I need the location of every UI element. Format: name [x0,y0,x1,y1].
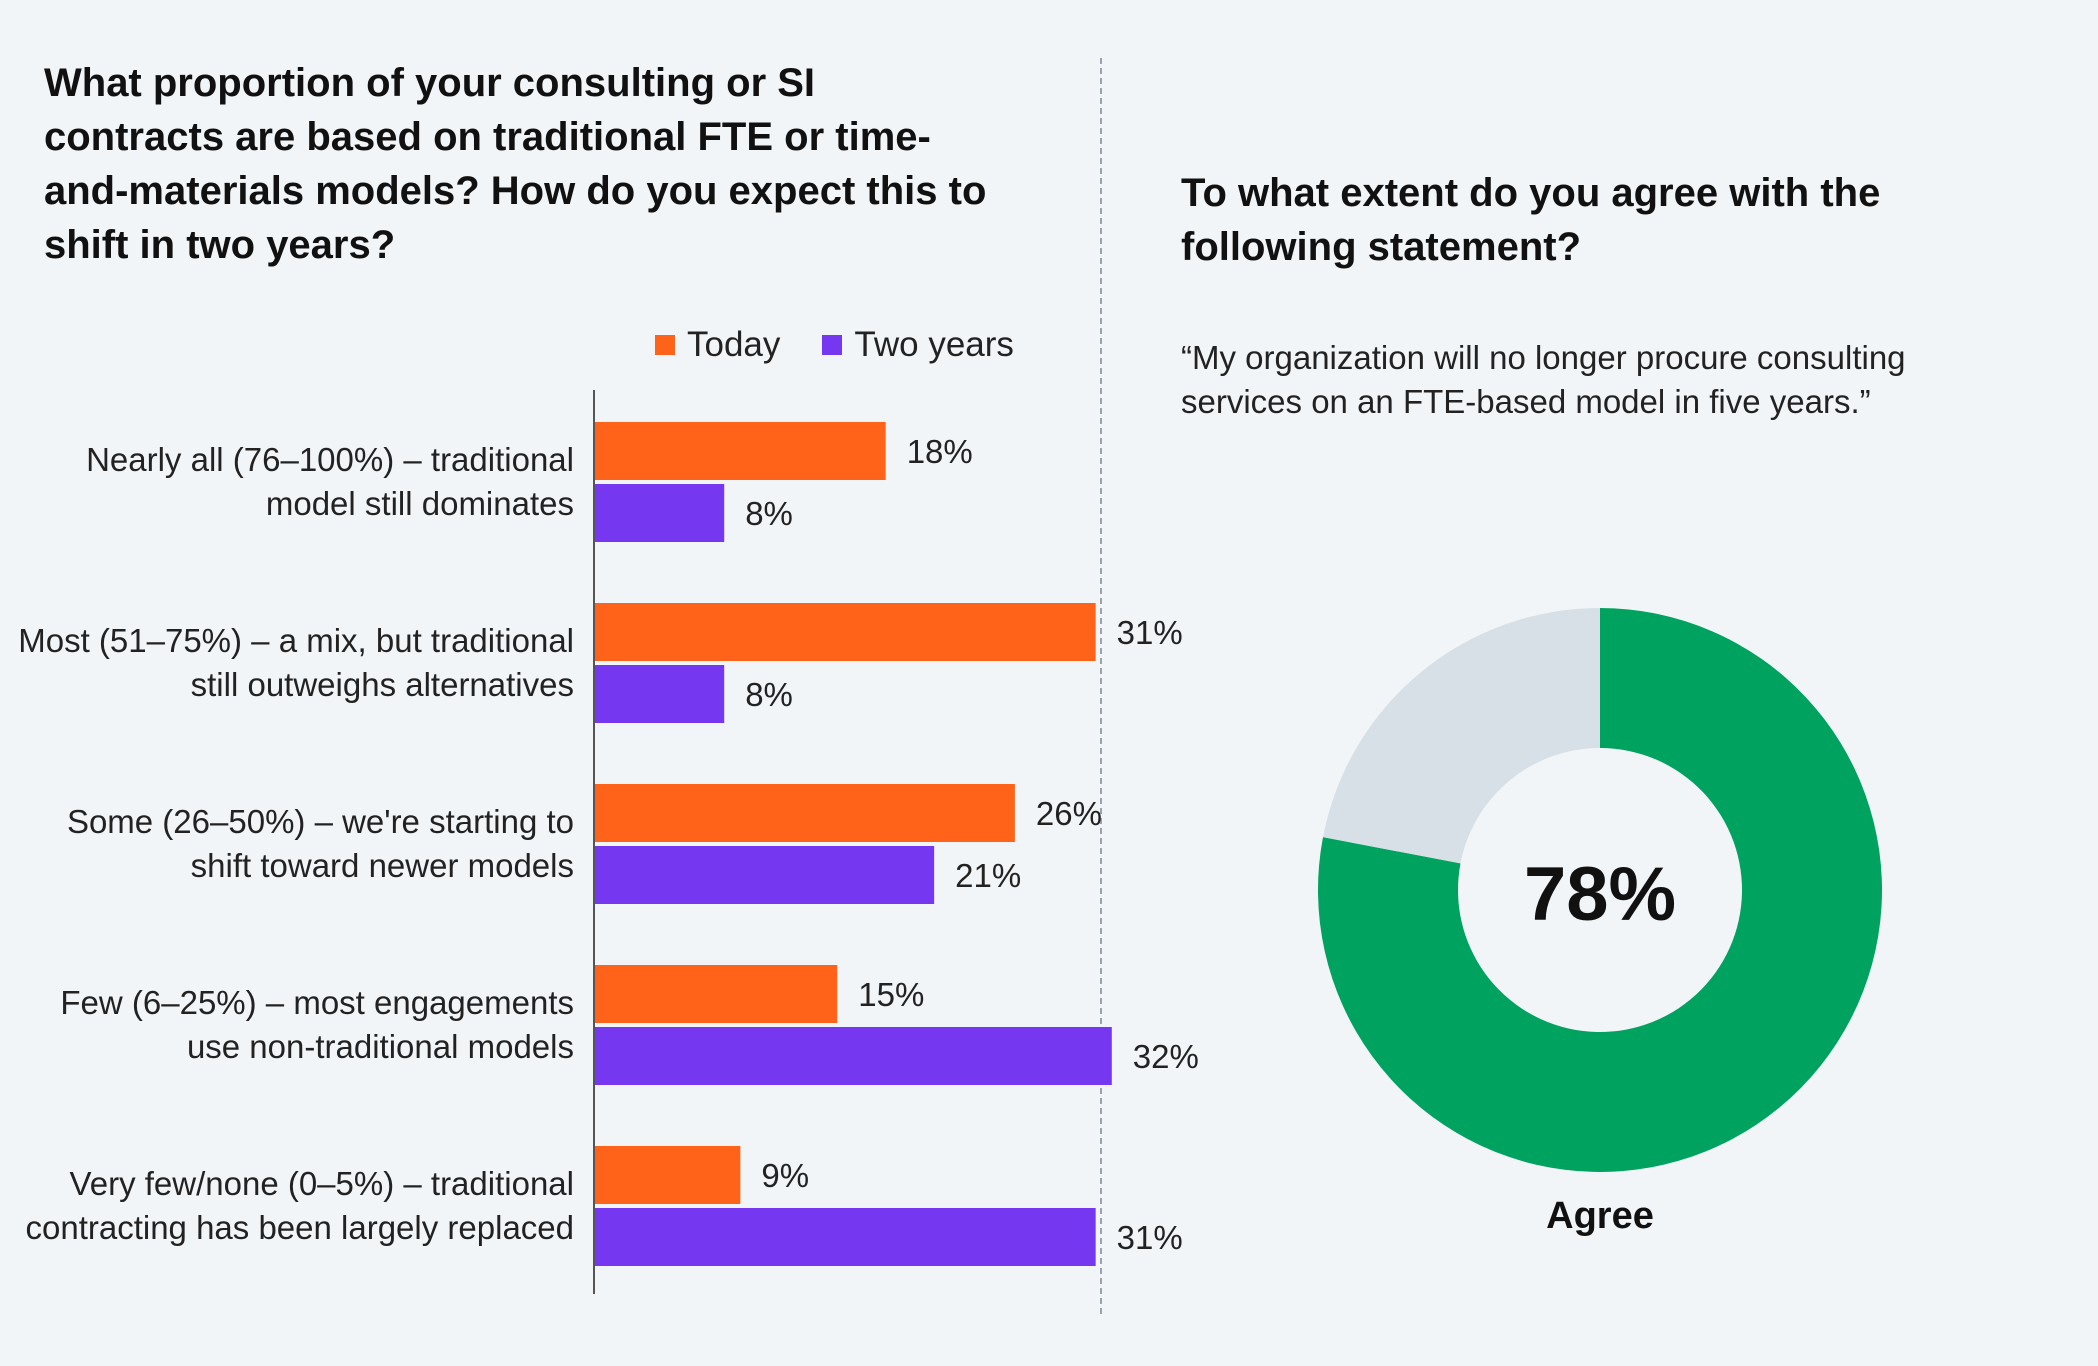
bar-two-years-1 [595,484,725,542]
donut-caption: Agree [1546,1195,1654,1237]
category-label-5: Very few/none (0–5%) – traditional contr… [25,1165,574,1246]
bar-two-years-2 [595,665,725,723]
legend-item-today: Today [655,325,780,365]
bar-value-label-two-years-4: 32% [1133,1038,1199,1075]
bar-value-label-today-4: 15% [858,976,924,1013]
bar-legend: Today Two years [655,320,1014,370]
bar-today-1 [595,422,886,480]
category-label-2: Most (51–75%) – a mix, but traditional s… [18,622,574,703]
bar-today-4 [595,965,838,1023]
category-label-4: Few (6–25%) – most engagements use non-t… [60,984,574,1065]
bar-value-label-today-5: 9% [761,1157,809,1194]
legend-swatch-today [655,335,675,355]
bar-value-label-two-years-5: 31% [1117,1219,1183,1256]
donut-center-value: 78% [1523,852,1677,937]
bar-value-label-two-years-1: 8% [745,495,793,532]
bar-value-label-today-1: 18% [907,433,973,470]
section-divider [1100,58,1102,1314]
bar-value-label-two-years-3: 21% [955,857,1021,894]
bar-value-label-today-2: 31% [1117,614,1183,651]
donut-chart [1315,605,1885,1175]
survey-statement: “My organization will no longer procure … [1181,339,1906,420]
donut-chart-title: To what extent do you agree with the fol… [1181,171,1881,269]
bar-chart-title: What proportion of your consulting or SI… [44,61,987,267]
bar-today-3 [595,784,1015,842]
donut-slice-remainder [1322,608,1600,864]
bar-today-5 [595,1146,741,1204]
bar-value-label-two-years-2: 8% [745,676,793,713]
legend-swatch-two-years [822,335,843,355]
category-label-3: Some (26–50%) – we're starting to shift … [66,803,574,884]
legend-item-two-years: Two years [822,325,1014,365]
legend-label-two-years: Two years [854,325,1014,364]
bar-two-years-3 [595,846,935,904]
bar-two-years-4 [595,1027,1112,1085]
bar-value-label-today-3: 26% [1036,795,1102,832]
category-label-1: Nearly all (76–100%) – traditional model… [86,441,574,522]
donut-slice-agree [1318,608,1882,1172]
legend-label-today: Today [687,325,781,364]
bar-today-2 [595,603,1096,661]
bar-two-years-5 [595,1208,1096,1266]
